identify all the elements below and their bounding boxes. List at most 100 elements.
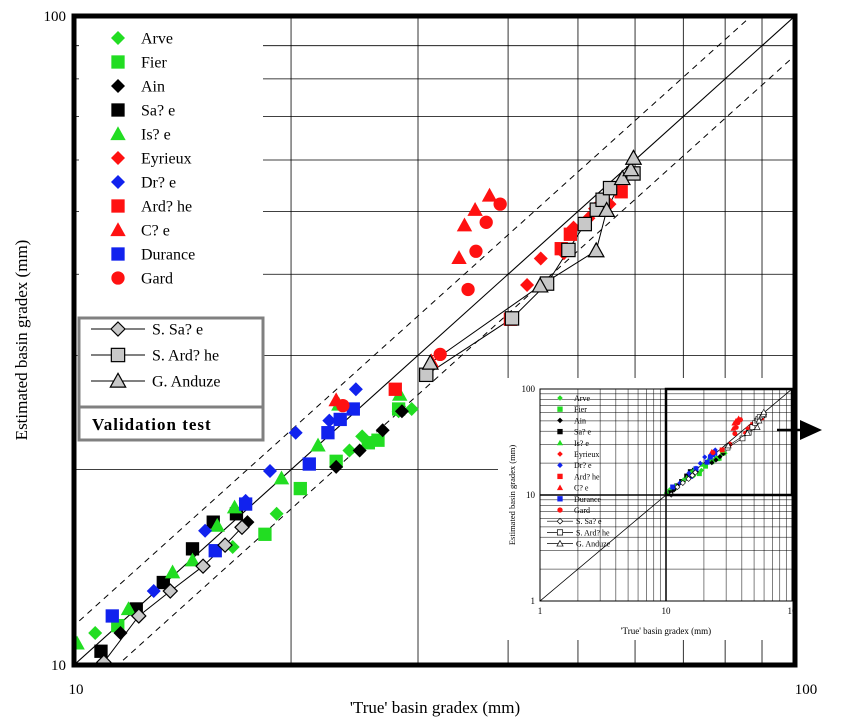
y-axis-label: Estimated basin gradex (mm) (12, 240, 31, 441)
legend-marker-dr-e (111, 175, 125, 189)
inset-data-point-g-anduze (760, 408, 768, 415)
legend-marker-durance (111, 247, 125, 261)
zoom-arrow-head (800, 420, 822, 440)
data-point-gard (336, 398, 350, 413)
legend-label-ard-he: Ard? he (141, 199, 192, 216)
inset-x-tick-label: 10 (788, 606, 798, 616)
inset-legend-marker-sa-e (557, 428, 563, 435)
data-point-g-anduze (622, 160, 640, 177)
data-point-arve (88, 626, 103, 641)
inset-data-point-s-ard-he (749, 424, 756, 430)
inset-legend-label-arve: Arve (574, 394, 590, 403)
data-point-dr-e (262, 464, 277, 479)
inset-x-axis-label: 'True' basin gradex (mm) (621, 626, 711, 636)
data-point-ain (352, 443, 367, 458)
inset-legend-label-dr-e: Dr? e (574, 461, 592, 470)
inset-chart: Arve Fier Ain Sa? e Is? e Eyrieux Dr? e Ard? he… (498, 378, 822, 640)
inset-x-tick-label: 1 (538, 606, 543, 616)
x-tick-label: 10 (69, 682, 84, 698)
legend-marker-is-e (110, 126, 126, 141)
inset-data-point-ain (713, 457, 719, 463)
data-point-ain (113, 626, 128, 641)
data-point-c-e (456, 217, 473, 232)
inset-data-point-g-anduze (724, 442, 732, 449)
x-tick-label: 100 (795, 682, 818, 698)
data-point-sa-e (156, 575, 170, 590)
inset-data-point-dr-e (712, 447, 718, 453)
inset-data-point-durance (670, 484, 676, 490)
data-point-durance (333, 412, 347, 427)
inset-data-point-c-e (730, 425, 737, 431)
inset-data-point-fier (696, 471, 702, 477)
data-point-s-sa-e (130, 608, 147, 624)
legend-label-eyrieux: Eyrieux (141, 151, 192, 168)
data-point-is-e (273, 470, 290, 485)
legend-label-arve: Arve (141, 31, 173, 48)
legend-panel-top (79, 20, 263, 316)
data-point-is-e (209, 517, 225, 532)
legend-marker-eyrieux (111, 151, 125, 165)
data-point-sa-e (185, 542, 200, 556)
legend-marker-s-ard-he (110, 347, 126, 363)
data-markers (74, 149, 643, 665)
data-point-durance (238, 497, 253, 511)
data-point-c-e (481, 187, 498, 202)
inset-data-point-gard (732, 431, 738, 437)
inset-data-point-fier (703, 463, 709, 469)
inset-y-tick-label: 10 (526, 490, 536, 500)
legend-label-sa-e: Sa? e (141, 103, 175, 120)
data-point-g-anduze (597, 201, 616, 218)
inset-y-tick-label: 1 (531, 596, 536, 606)
data-point-ain (375, 423, 390, 438)
inset-data-point-dr-e (697, 460, 703, 466)
data-point-s-ard-he (504, 311, 520, 326)
inset-data-point-s-sa-e (692, 469, 699, 476)
data-point-ard-he (388, 382, 402, 396)
legend-panel-bottom (77, 316, 265, 442)
data-point-dr-e (198, 523, 213, 538)
inset-data-point-s-sa-e (674, 483, 681, 491)
inset-data-point-durance (704, 459, 710, 465)
data-point-fier (258, 527, 272, 541)
data-point-gard (493, 197, 507, 211)
inset-data-point-ain (717, 454, 723, 460)
legend-label-g-anduze: G. Anduze (152, 374, 220, 391)
inset-legend-label-eyrieux: Eyrieux (574, 450, 599, 459)
data-point-ard-he (614, 185, 628, 199)
data-point-arve (404, 402, 419, 417)
inset-data-point-gard (733, 424, 739, 430)
inset-legend-marker-ain (557, 417, 563, 424)
data-point-fier (371, 433, 385, 447)
legend-title: Validation test (92, 415, 212, 434)
data-point-is-e (310, 437, 326, 452)
data-point-dr-e (322, 413, 337, 428)
inset-legend-marker-g-anduze (556, 539, 564, 547)
inset-data-point-is-e (699, 461, 706, 467)
legend-marker-gard (111, 271, 125, 285)
data-point-g-anduze (587, 241, 605, 258)
data-point-durance (105, 609, 119, 623)
data-point-g-anduze (613, 169, 631, 186)
inset-y-tick-label: 100 (522, 384, 536, 394)
data-point-s-sa-e (234, 519, 250, 536)
data-point-sa-e (94, 644, 108, 658)
data-point-s-sa-e (162, 583, 179, 599)
inset-legend-marker-fier (557, 406, 563, 412)
data-point-is-e (164, 564, 181, 579)
data-point-gard (469, 244, 483, 258)
data-point-durance (302, 457, 316, 471)
inset-legend-label-s-ard-he: S. Ard? he (576, 528, 610, 537)
inset-legend-marker-s-sa-e (556, 517, 564, 525)
data-point-arve (342, 443, 357, 458)
inset-legend-label-is-e: Is? e (574, 439, 589, 448)
data-point-g-anduze (624, 149, 643, 165)
inset-data-point-ain (709, 460, 715, 466)
inset-data-point-s-ard-he (739, 435, 746, 442)
inset-legend-label-c-e: C? e (574, 484, 589, 493)
legend-marker-g-anduze (109, 372, 127, 388)
data-point-c-e (467, 201, 483, 216)
data-point-ain (394, 404, 409, 419)
data-point-durance (208, 544, 222, 558)
inset-tick-labels: 1 10 10 1 10 100 (522, 384, 798, 616)
data-point-ain (329, 459, 344, 474)
